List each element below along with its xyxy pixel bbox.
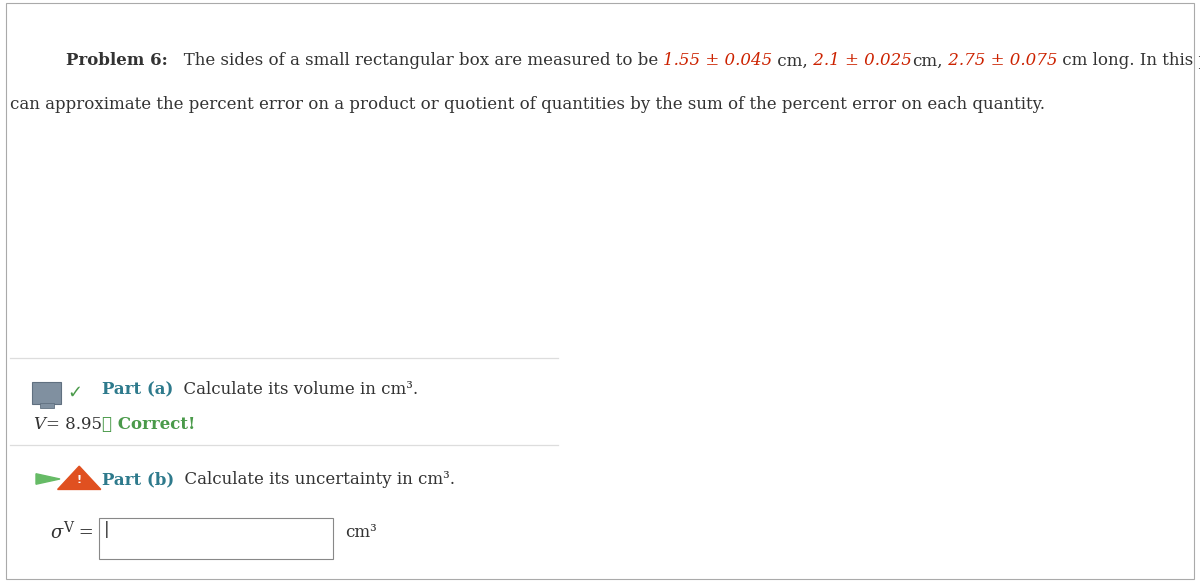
Text: |: | (104, 521, 110, 538)
Text: = 8.95: = 8.95 (46, 416, 102, 433)
Text: Problem 6:: Problem 6: (66, 52, 168, 69)
Text: The sides of a small rectangular box are measured to be: The sides of a small rectangular box are… (168, 52, 664, 69)
Text: ✓ Correct!: ✓ Correct! (102, 416, 196, 433)
Text: cm,: cm, (773, 52, 809, 69)
Text: V: V (62, 521, 73, 535)
Text: can approximate the percent error on a product or quotient of quantities by the : can approximate the percent error on a p… (10, 96, 1044, 113)
Text: V: V (34, 416, 46, 433)
Text: cm long. In this problem you: cm long. In this problem you (1057, 52, 1200, 69)
Text: 1.55 ± 0.045: 1.55 ± 0.045 (664, 52, 773, 69)
Text: 2.1 ± 0.025: 2.1 ± 0.025 (809, 52, 912, 69)
Text: Calculate its volume in cm³.: Calculate its volume in cm³. (173, 381, 419, 398)
Text: Calculate its uncertainty in cm³.: Calculate its uncertainty in cm³. (174, 471, 455, 488)
Text: Part (b): Part (b) (102, 471, 174, 488)
Text: =: = (73, 524, 94, 542)
Text: 2.75 ± 0.075: 2.75 ± 0.075 (943, 52, 1057, 69)
Text: ✓: ✓ (67, 384, 83, 402)
Text: cm³: cm³ (346, 524, 377, 541)
Text: Part (a): Part (a) (102, 381, 173, 398)
Text: σ: σ (50, 524, 62, 542)
Text: cm,: cm, (912, 52, 943, 69)
Text: !: ! (77, 475, 82, 485)
